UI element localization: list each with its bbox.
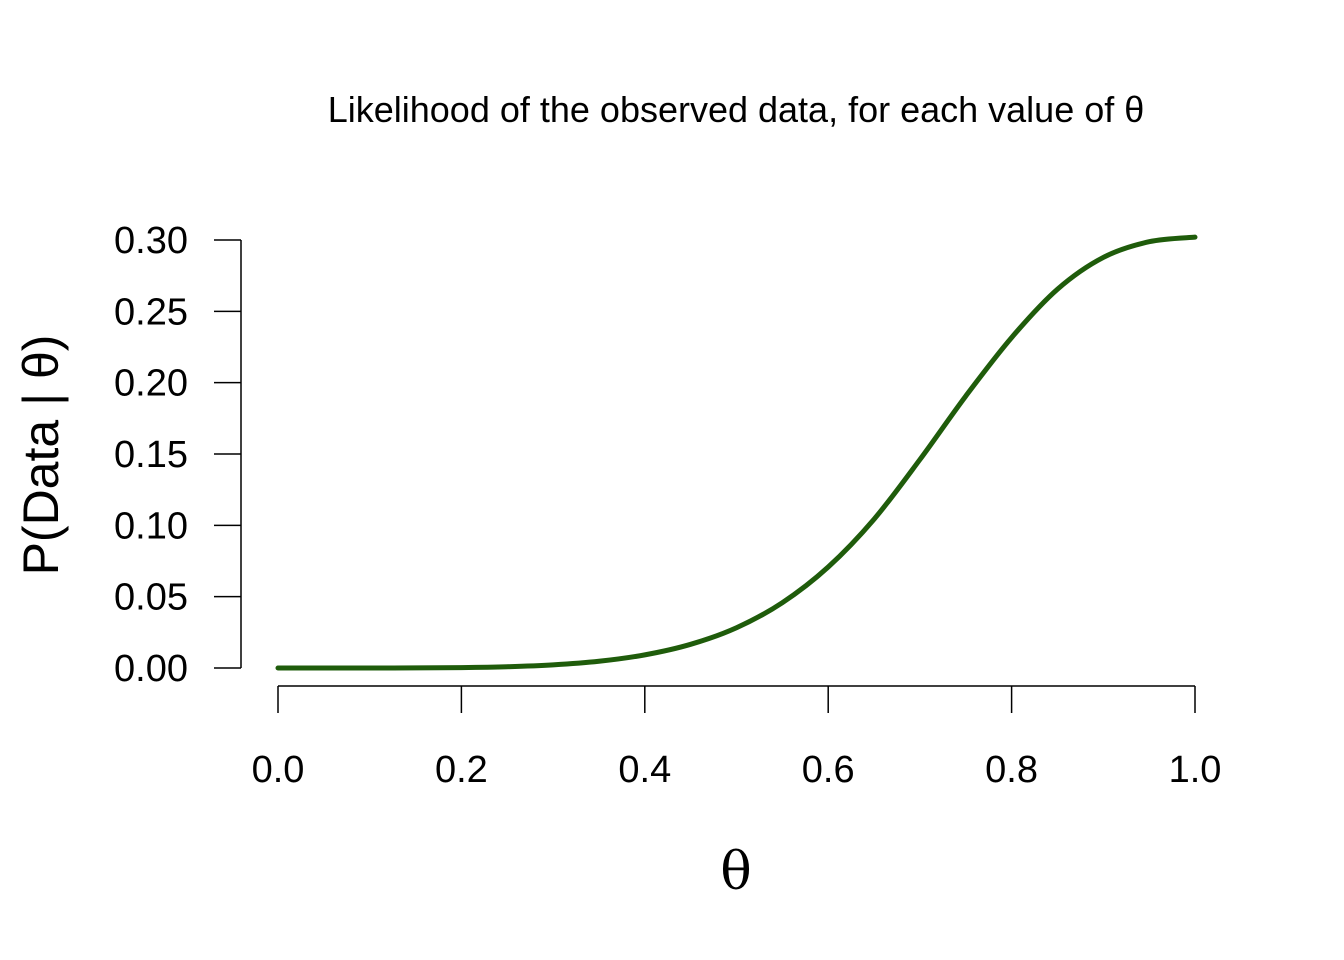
x-tick-label: 0.6 <box>802 749 855 791</box>
y-tick-label: 0.10 <box>114 505 188 547</box>
x-tick-label: 0.4 <box>618 749 671 791</box>
x-tick-label: 0.8 <box>985 749 1038 791</box>
y-tick-label: 0.00 <box>114 648 188 690</box>
likelihood-curve <box>275 234 1198 671</box>
y-axis: 0.00 0.05 0.10 0.15 0.20 0.25 0.30 <box>114 220 242 690</box>
x-axis: 0.0 0.2 0.4 0.6 0.8 1.0 <box>252 685 1222 791</box>
y-tick-label: 0.15 <box>114 434 188 476</box>
y-tick-label: 0.05 <box>114 577 188 619</box>
x-tick-label: 0.0 <box>252 749 305 791</box>
y-tick-label: 0.20 <box>114 363 188 405</box>
x-axis-label: θ <box>720 842 751 902</box>
x-tick-label: 1.0 <box>1169 749 1222 791</box>
y-tick-label: 0.30 <box>114 220 188 262</box>
x-tick-label: 0.2 <box>435 749 488 791</box>
series-layer <box>275 234 1198 671</box>
y-tick-label: 0.25 <box>114 291 188 333</box>
y-axis-label: P(Data | θ) <box>13 335 69 576</box>
chart-title: Likelihood of the observed data, for eac… <box>328 89 1145 130</box>
